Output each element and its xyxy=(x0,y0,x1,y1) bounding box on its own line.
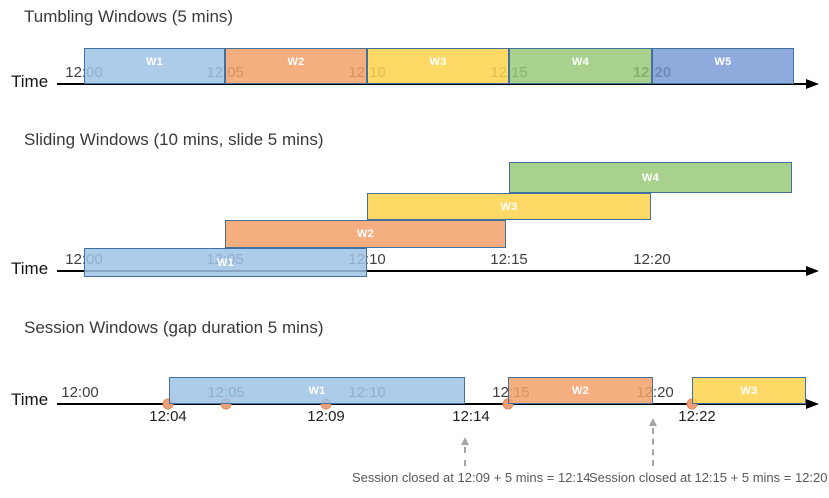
tick-label: 12:15 xyxy=(490,251,528,268)
session-close-note: Session closed at 12:09 + 5 mins = 12:14 xyxy=(352,470,591,485)
session-window-w2: W2 xyxy=(508,377,653,404)
session-window-w1: W1 xyxy=(169,377,465,404)
tick-label: 12:00 xyxy=(61,384,99,401)
session-window-w3: W3 xyxy=(692,377,806,404)
window-label: W2 xyxy=(356,228,375,240)
window-label: W4 xyxy=(571,56,590,68)
window-label: W3 xyxy=(740,384,758,397)
tick-label: 12:20 xyxy=(633,251,671,268)
tumbling-window-w2: W2 xyxy=(225,48,367,84)
sliding-axis-arrowhead-icon xyxy=(806,266,819,276)
window-label: W2 xyxy=(571,384,590,397)
session-axis-line xyxy=(57,403,807,405)
window-label: W3 xyxy=(429,56,447,68)
event-time-label: 12:14 xyxy=(452,408,490,425)
session-close-arrow-line xyxy=(464,447,466,466)
tumbling-axis-line xyxy=(57,83,807,85)
tumbling-window-w4: W4 xyxy=(509,48,652,84)
event-time-label: 12:04 xyxy=(149,408,187,425)
session-section-title: Session Windows (gap duration 5 mins) xyxy=(24,318,324,337)
event-time-label: 12:22 xyxy=(678,408,716,425)
session-close-note: Session closed at 12:15 + 5 mins = 12:20 xyxy=(589,470,828,485)
tumbling-time-axis-label: Time xyxy=(11,72,49,91)
session-close-arrow-icon xyxy=(461,437,469,445)
tumbling-window-w5: W5 xyxy=(652,48,794,84)
sliding-time-axis-label: Time xyxy=(11,259,49,278)
sliding-window-w4: W4 xyxy=(509,162,792,193)
window-label: W1 xyxy=(308,384,326,397)
window-label: W1 xyxy=(145,56,164,68)
window-label: W2 xyxy=(287,56,305,68)
window-label: W1 xyxy=(216,256,235,269)
tumbling-section-title: Tumbling Windows (5 mins) xyxy=(24,7,234,26)
tumbling-window-w3: W3 xyxy=(367,48,509,84)
event-time-label: 12:09 xyxy=(307,408,345,425)
tumbling-window-w1: W1 xyxy=(84,48,225,84)
session-axis-arrowhead-icon xyxy=(806,399,819,409)
window-label: W3 xyxy=(500,200,518,213)
sliding-window-w2: W2 xyxy=(225,220,506,248)
event-dot xyxy=(162,398,174,410)
window-label: W4 xyxy=(641,171,660,184)
sliding-section-title: Sliding Windows (10 mins, slide 5 mins) xyxy=(24,130,324,149)
session-time-axis-label: Time xyxy=(11,390,49,409)
tumbling-axis-arrowhead-icon xyxy=(806,79,819,89)
sliding-axis-line xyxy=(57,270,807,272)
sliding-window-w1: W1 xyxy=(84,248,367,277)
sliding-window-w3: W3 xyxy=(367,193,651,220)
window-label: W5 xyxy=(714,56,732,68)
session-close-arrow-icon xyxy=(649,418,657,426)
session-close-arrow-line xyxy=(652,428,654,466)
